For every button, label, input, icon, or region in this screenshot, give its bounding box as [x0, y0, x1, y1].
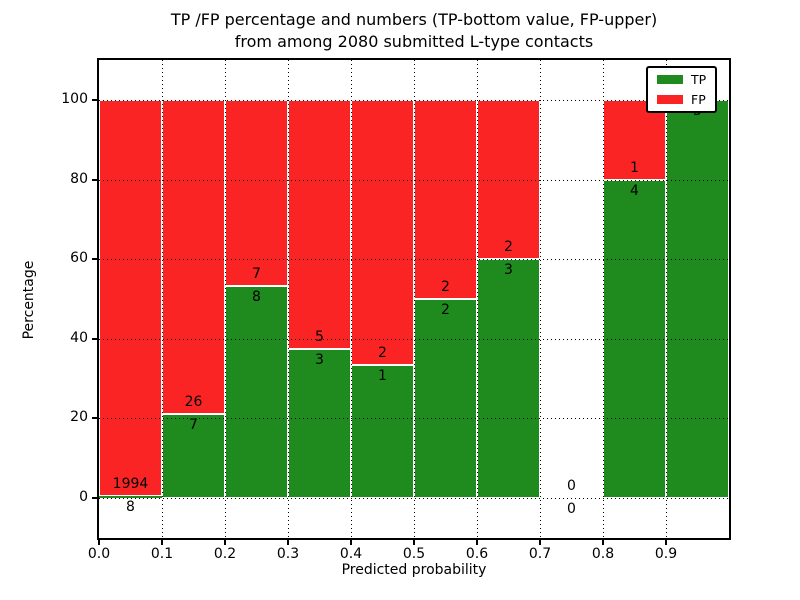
x-tick-label-0.7: 0.7 [528, 546, 552, 562]
x-tick-label-0.9: 0.9 [654, 546, 678, 562]
fp-count-0.2-0.3: 7 [252, 265, 261, 282]
gridline-x-0.1 [162, 60, 163, 538]
x-tick-label-0.2: 0.2 [213, 546, 237, 562]
tp-count-0.8-0.9: 4 [630, 182, 639, 199]
bar-tp-0.2-0.3 [225, 285, 288, 498]
y-tick-label-40: 40 [70, 329, 88, 346]
x-tick-label-0.4: 0.4 [339, 546, 363, 562]
y-tick-label-0: 0 [79, 489, 88, 505]
tp-count-0.7-0.8: 0 [567, 501, 576, 517]
bar-fp-0.2-0.3 [225, 100, 288, 286]
chart-title-line1: TP /FP percentage and numbers (TP-bottom… [170, 10, 658, 29]
gridline-x-0.4 [351, 60, 352, 538]
tp-count-0.2-0.3: 8 [252, 288, 261, 305]
legend-label-tp: TP [691, 72, 707, 87]
bar-tp-0.5-0.6 [414, 299, 477, 498]
legend: TP FP [646, 66, 718, 113]
tp-count-0.4-0.5: 1 [378, 368, 387, 385]
fp-count-0.3-0.4: 5 [315, 328, 324, 345]
x-tick-label-0.0: 0.0 [87, 546, 111, 562]
bar-tp-0.4-0.5 [351, 365, 414, 498]
y-tick-0 [92, 497, 98, 499]
x-tick-0.6 [476, 540, 478, 545]
bar-fp-0.4-0.5 [351, 100, 414, 366]
y-tick-label-80: 80 [70, 170, 88, 187]
bar-tp-0.6-0.7 [477, 259, 540, 498]
x-tick-label-0.1: 0.1 [150, 546, 174, 562]
plot-area: 199482677853212223001405 [97, 58, 731, 540]
bar-fp-0.1-0.2 [162, 100, 225, 414]
y-tick-100 [92, 99, 98, 101]
gridline-x-0.7 [540, 60, 541, 538]
x-tick-0.2 [224, 540, 226, 545]
bar-tp-0.3-0.4 [288, 348, 351, 498]
chart-title-line2: from among 2080 submitted L-type contact… [234, 32, 594, 51]
y-tick-label-20: 20 [70, 409, 88, 426]
x-tick-0.9 [665, 540, 667, 545]
bar-fp-0.0-0.1 [99, 100, 162, 497]
x-tick-0.1 [161, 540, 163, 545]
y-tick-label-100: 100 [61, 91, 88, 107]
fp-count-0.4-0.5: 2 [378, 345, 387, 362]
y-tick-80 [92, 178, 98, 181]
gridline-x-0.9 [666, 60, 667, 538]
fp-count-0.8-0.9: 1 [630, 159, 639, 176]
fp-count-0.5-0.6: 2 [441, 279, 450, 295]
y-axis-label: Percentage [21, 260, 37, 340]
fp-count-0.7-0.8: 0 [567, 478, 576, 494]
fp-count-0.0-0.1: 1994 [112, 476, 149, 493]
x-tick-label-0.3: 0.3 [276, 546, 300, 562]
tp-color-swatch [657, 75, 683, 84]
tp-count-0.0-0.1: 8 [126, 499, 135, 516]
bar-fp-0.5-0.6 [414, 100, 477, 299]
fp-count-0.6-0.7: 2 [504, 239, 513, 256]
y-tick-20 [92, 417, 98, 420]
fp-color-swatch [657, 95, 683, 104]
tp-count-0.5-0.6: 2 [441, 302, 450, 318]
y-tick-40 [92, 337, 98, 340]
legend-label-fp: FP [691, 92, 706, 107]
bar-fp-0.3-0.4 [288, 100, 351, 349]
x-tick-label-0.8: 0.8 [591, 546, 615, 562]
x-tick-0.8 [602, 540, 604, 545]
gridline-x-0.2 [225, 60, 226, 538]
x-tick-0.4 [350, 540, 352, 545]
x-tick-label-0.5: 0.5 [402, 546, 426, 562]
x-tick-0.3 [287, 540, 289, 545]
gridline-x-0.5 [414, 60, 415, 538]
x-tick-0.5 [413, 540, 415, 545]
x-tick-0.0 [98, 540, 100, 545]
tp-count-0.1-0.2: 7 [189, 416, 198, 433]
gridline-x-0.6 [477, 60, 478, 538]
legend-entry-fp: FP [657, 93, 706, 106]
legend-entry-tp: TP [657, 73, 706, 86]
tp-count-0.3-0.4: 3 [315, 351, 324, 368]
x-tick-label-0.6: 0.6 [465, 546, 489, 562]
bar-tp-0.0-0.1 [99, 496, 162, 498]
bar-tp-0.9-1.0 [666, 100, 729, 498]
y-tick-label-60: 60 [70, 250, 88, 267]
x-axis-label: Predicted probability [341, 562, 487, 578]
tp-count-0.6-0.7: 3 [504, 262, 513, 279]
x-tick-0.7 [539, 540, 541, 545]
y-tick-60 [92, 258, 98, 261]
fp-count-0.1-0.2: 26 [184, 393, 203, 410]
gridline-x-0.3 [288, 60, 289, 538]
gridline-x-0.8 [603, 60, 604, 538]
